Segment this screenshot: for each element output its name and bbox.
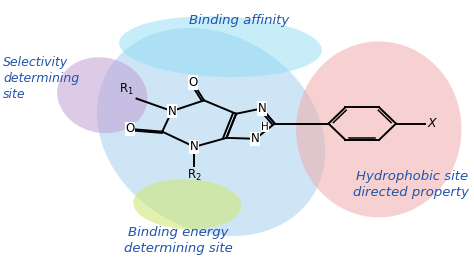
Ellipse shape — [57, 57, 147, 133]
Text: N: N — [190, 140, 199, 153]
Text: Binding energy
determining site: Binding energy determining site — [124, 227, 232, 256]
Text: O: O — [126, 122, 135, 135]
Ellipse shape — [296, 41, 462, 217]
Text: N: N — [257, 102, 266, 115]
Text: N: N — [251, 132, 260, 145]
Text: Selectivity
determining
site: Selectivity determining site — [3, 56, 79, 101]
Text: N: N — [167, 105, 176, 117]
Ellipse shape — [119, 16, 322, 77]
Text: Binding affinity: Binding affinity — [189, 14, 290, 27]
Text: R$_1$: R$_1$ — [119, 82, 134, 97]
Text: X: X — [427, 117, 436, 130]
Text: H: H — [261, 122, 269, 132]
Ellipse shape — [97, 28, 325, 236]
Text: O: O — [188, 76, 197, 89]
Text: R$_2$: R$_2$ — [187, 168, 202, 183]
Ellipse shape — [133, 179, 241, 229]
Text: Hydrophobic site
directed property: Hydrophobic site directed property — [353, 170, 469, 199]
